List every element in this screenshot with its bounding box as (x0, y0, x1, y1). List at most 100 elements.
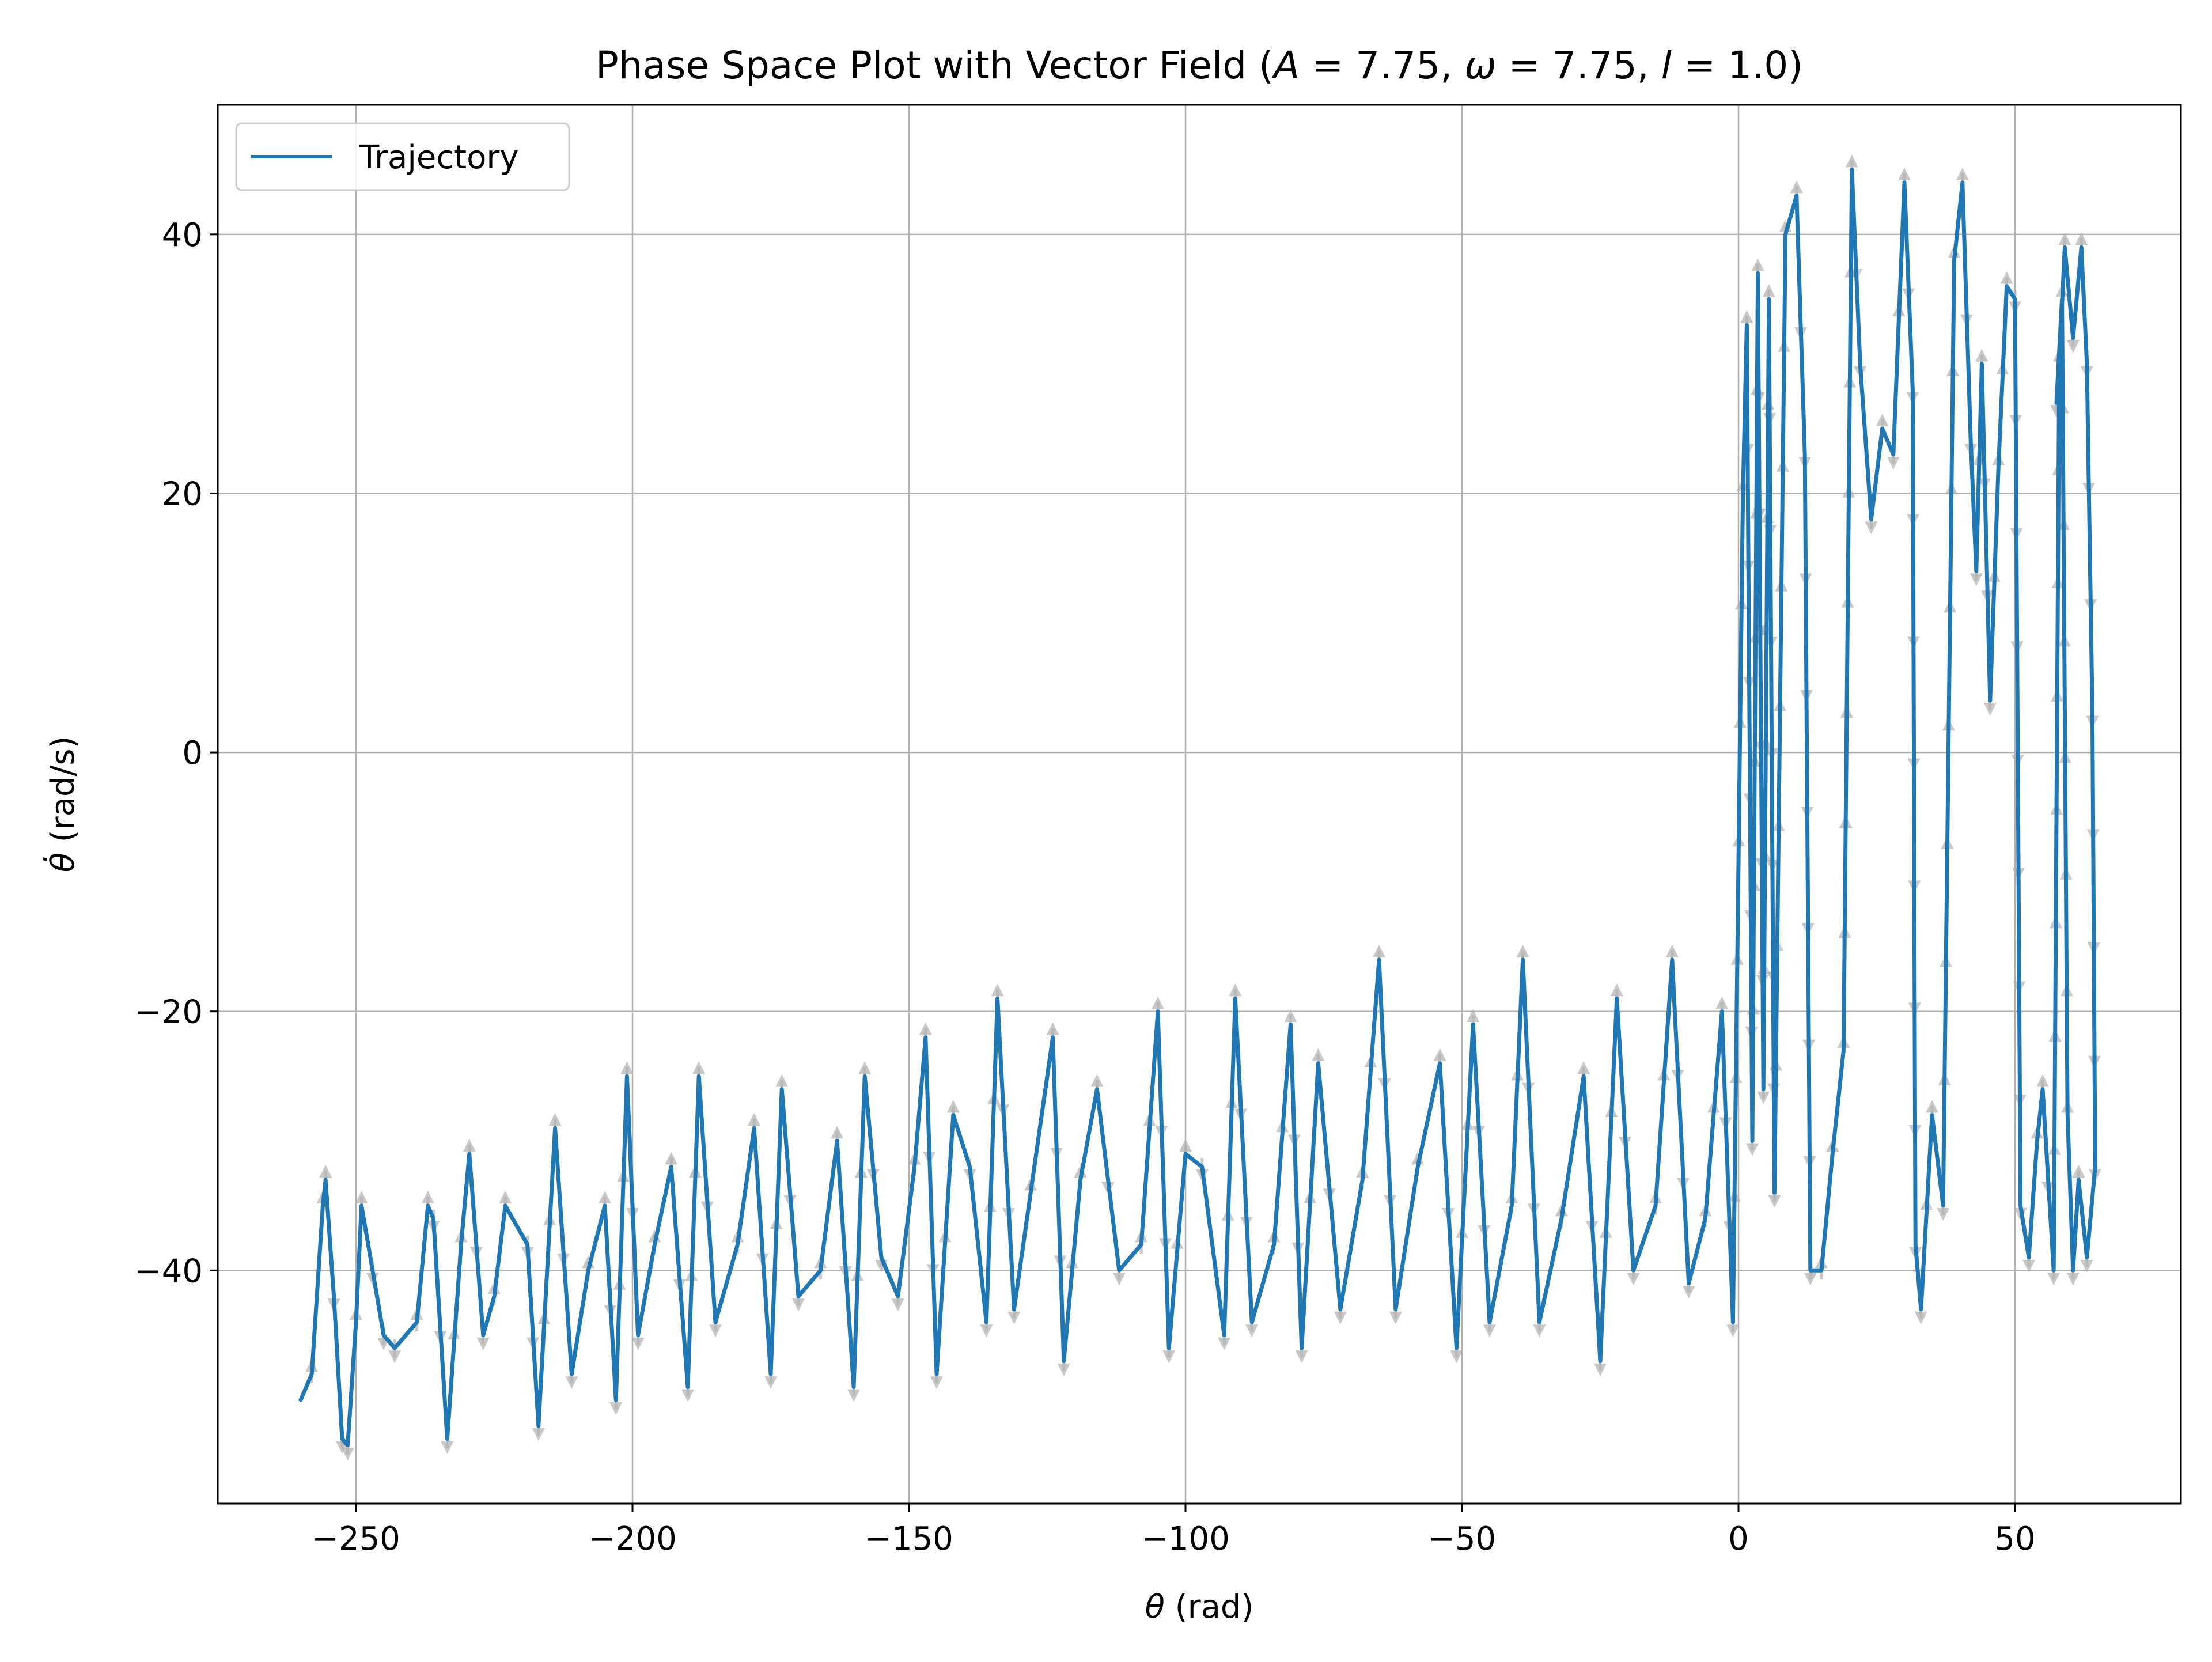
vector-arrow-head (1627, 1273, 1640, 1286)
y-tick-label: 20 (162, 475, 203, 513)
vector-arrow-head (2047, 1273, 2061, 1286)
vector-arrow-head (565, 1376, 578, 1390)
vector-arrow-head (355, 1190, 368, 1203)
vector-arrow-head (991, 983, 1004, 997)
vector-arrow-head (1740, 310, 1753, 323)
vector-arrow-head (1594, 1363, 1607, 1376)
vector-arrow-head (2072, 1164, 2085, 1178)
vector-arrow-head (1467, 1009, 1480, 1023)
vector-arrow-head (1533, 1324, 1546, 1338)
vector-arrow-head (1373, 944, 1385, 957)
y-tick-label: 40 (162, 217, 203, 254)
trajectory-layer (298, 167, 2097, 1448)
vector-arrow-head (1433, 1048, 1446, 1061)
vector-arrow-head (388, 1350, 402, 1364)
x-tick-label: −200 (588, 1520, 677, 1558)
vector-arrow-head (1898, 167, 1911, 180)
vector-arrow-head (2022, 1259, 2035, 1273)
vector-arrow-head (476, 1337, 490, 1350)
title-part: Phase Space Plot with Vector Field ( (596, 43, 1274, 88)
vector-arrow-head (1334, 1311, 1347, 1324)
vector-arrow-head (1790, 180, 1803, 194)
vector-arrow-head (1768, 1195, 1781, 1208)
vector-arrow-head (831, 1126, 844, 1139)
title-param-omega: ω (1464, 43, 1496, 88)
vector-arrow-head (1969, 573, 1983, 586)
vector-arrow-head (1312, 1048, 1325, 1061)
vector-arrow-head (1804, 1273, 1817, 1286)
vector-arrow-head (930, 1376, 943, 1390)
vector-arrow-head (1926, 1100, 1938, 1113)
vector-arrow-head (1610, 983, 1623, 997)
vector-arrow-head (2066, 340, 2080, 353)
title-param-a: A (1271, 43, 1300, 88)
y-tick-label: −20 (135, 994, 203, 1031)
vector-arrow-head (1284, 1009, 1297, 1023)
vector-arrow-head (631, 1337, 645, 1350)
vector-arrow-head (1450, 1350, 1463, 1364)
vector-arrow-head (980, 1324, 993, 1338)
vector-arrow-head (1726, 1324, 1740, 1338)
vector-arrow-head (1887, 457, 1900, 470)
y-tick-label: 0 (182, 735, 203, 772)
vector-arrow-head (1046, 1022, 1059, 1035)
vector-arrow-head (1975, 349, 1988, 362)
vector-arrow-head (1577, 1061, 1590, 1074)
vector-arrow-head (548, 1113, 562, 1126)
vector-arrow-head (1762, 284, 1775, 297)
vector-arrow-head (1162, 1350, 1176, 1364)
vector-arrow-head (792, 1298, 805, 1312)
legend-box (235, 122, 570, 191)
title-part: = 7.75, (1497, 43, 1661, 88)
plot-frame (217, 104, 2182, 1505)
vector-arrow-head (858, 1061, 872, 1074)
vector-arrow-head (1746, 1143, 1759, 1156)
vector-arrow-head (1007, 1311, 1021, 1324)
chart-title: Phase Space Plot with Vector Field (A = … (596, 43, 1803, 88)
vector-arrow-head (2000, 271, 2013, 284)
vector-arrow-head (847, 1389, 860, 1402)
y-axis-unit: (rad/s) (44, 736, 82, 853)
vector-arrow-head (1682, 1285, 1695, 1298)
x-tick-label: −50 (1428, 1520, 1496, 1558)
vector-arrow-head (1876, 414, 1889, 427)
vector-arrow-head (1483, 1324, 1496, 1338)
title-param-l: l (1661, 43, 1672, 88)
x-tick-label: −100 (1141, 1520, 1230, 1558)
y-tick-label: −40 (135, 1252, 203, 1290)
vector-arrow-head (709, 1324, 722, 1338)
vector-arrow-head (1983, 703, 1997, 716)
vector-arrow-head (609, 1402, 623, 1415)
vector-arrow-head (1057, 1363, 1070, 1376)
vector-arrow-head (665, 1152, 678, 1165)
vector-arrow-head (2075, 232, 2088, 245)
x-tick-label: 0 (1728, 1520, 1749, 1558)
vector-arrow-head (532, 1428, 545, 1441)
vector-arrow-head (599, 1190, 611, 1203)
vector-arrow-head (2058, 232, 2071, 245)
vector-arrow-head (421, 1190, 434, 1203)
title-part: = 7.75, (1300, 43, 1464, 88)
y-axis-symbol: θ̇ (43, 853, 82, 872)
x-tick-label: 50 (1994, 1520, 2035, 1558)
vector-arrow-head (891, 1298, 904, 1312)
vector-arrow-head (764, 1376, 777, 1390)
vector-arrow-head (946, 1100, 960, 1113)
legend-label-trajectory: Trajectory (359, 139, 519, 176)
x-tick-label: −150 (865, 1520, 953, 1558)
trajectory-line (298, 167, 2097, 1448)
vector-arrow-head (1389, 1311, 1402, 1324)
vector-arrow-head (319, 1164, 332, 1178)
x-axis-label: θ (rad) (1145, 1588, 1254, 1626)
vector-arrow-head (1295, 1350, 1308, 1364)
vector-arrow-head (1751, 258, 1764, 271)
vector-arrow-head (1229, 983, 1242, 997)
vector-arrow-head (1757, 1091, 1770, 1104)
vector-arrow-head (1179, 1139, 1192, 1152)
y-axis-label: θ̇ (rad/s) (43, 736, 82, 873)
title-part: = 1.0) (1672, 43, 1803, 88)
vector-arrow-head (748, 1113, 761, 1126)
vector-arrow-head (1152, 996, 1164, 1009)
